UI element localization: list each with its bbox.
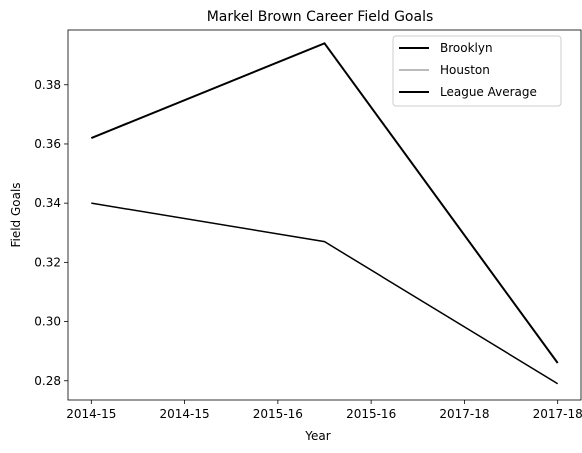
x-tick-label: 2017-18: [439, 407, 489, 421]
y-tick-label: 0.36: [34, 137, 61, 151]
y-tick-label: 0.38: [34, 78, 61, 92]
plot-lines: [90, 42, 559, 385]
series-line-brooklyn: [90, 42, 559, 364]
x-axis-label: Year: [304, 429, 330, 443]
legend-box: [392, 35, 562, 107]
plot-frame: [67, 29, 582, 401]
y-tick-label: 0.30: [34, 315, 61, 329]
x-axis: 2014-15 2014-15 2015-16 2015-16 2017-18 2017-…: [66, 400, 582, 421]
x-tick-label: 2017-18: [533, 407, 582, 421]
y-tick-label: 0.28: [34, 374, 61, 388]
y-tick-label: 0.34: [34, 196, 61, 210]
legend-label: Brooklyn: [440, 41, 493, 55]
chart-title: Markel Brown Career Field Goals: [207, 9, 434, 25]
x-tick-label: 2015-16: [253, 407, 303, 421]
series-line-league-average: [91, 202, 559, 385]
x-tick-label: 2014-15: [160, 407, 210, 421]
legend: Brooklyn Houston League Average: [392, 35, 562, 107]
y-axis-label: Field Goals: [9, 182, 23, 247]
legend-label: Houston: [440, 63, 490, 77]
x-tick-label: 2015-16: [346, 407, 396, 421]
x-tick-label: 2014-15: [66, 407, 116, 421]
y-axis: 0.28 0.30 0.32 0.34 0.36 0.38: [34, 78, 68, 388]
legend-label: League Average: [440, 85, 537, 99]
y-tick-label: 0.32: [34, 255, 61, 269]
